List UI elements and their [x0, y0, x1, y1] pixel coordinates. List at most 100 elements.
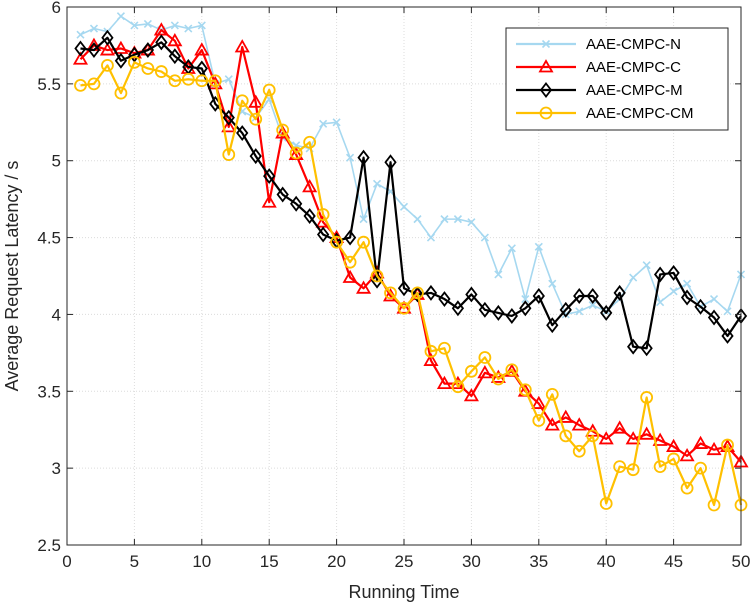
data-point [141, 42, 155, 59]
data-point [290, 195, 303, 212]
data-point [76, 30, 85, 39]
data-point [74, 40, 87, 57]
data-point [128, 46, 141, 63]
data-point [521, 294, 530, 304]
x-tick-label: 30 [462, 552, 481, 571]
data-point [548, 279, 557, 288]
legend-entry: AAE-CMPC-CM [516, 105, 694, 122]
data-point [316, 226, 330, 243]
data-point [545, 387, 559, 401]
series-aae-cmpc-cm [74, 55, 748, 512]
data-point [559, 429, 573, 443]
data-point [588, 301, 597, 310]
legend-label: AAE-CMPC-N [586, 36, 681, 53]
data-point [707, 309, 721, 326]
data-point [706, 441, 722, 456]
data-point [289, 146, 303, 160]
data-point [639, 426, 655, 440]
data-point [357, 149, 370, 166]
data-point [194, 42, 210, 56]
data-point [167, 33, 183, 47]
data-point [399, 202, 409, 211]
y-tick-label: 2.5 [37, 536, 61, 555]
x-tick-label: 0 [62, 552, 71, 571]
data-point [87, 42, 101, 59]
data-point [72, 51, 89, 65]
data-point [723, 307, 732, 316]
data-point [478, 351, 492, 364]
data-point [357, 235, 370, 249]
data-point [343, 255, 357, 269]
data-point [640, 391, 654, 404]
data-point [207, 76, 223, 90]
data-point [463, 388, 479, 402]
data-point [195, 74, 209, 88]
data-point [276, 123, 290, 137]
ticks: 0 5 10 15 20 25 30 35 40 45 50 2.5 3 3.5 4 4.5 5 5.5 6 [37, 0, 750, 571]
data-point [612, 420, 628, 434]
data-point [89, 24, 99, 33]
y-axis-title: Average Request Latency / s [2, 161, 22, 392]
data-point [114, 52, 128, 69]
data-point [154, 65, 168, 78]
data-point [438, 341, 451, 355]
data-point [707, 498, 721, 512]
data-point [656, 298, 665, 307]
y-tick-label: 4.5 [37, 229, 61, 248]
legend-swatch-marker [539, 82, 553, 98]
data-point [669, 287, 678, 296]
data-point [598, 431, 614, 445]
data-point [262, 83, 276, 97]
data-point [505, 307, 518, 324]
data-point [586, 429, 600, 443]
data-point [261, 194, 277, 208]
data-point [573, 288, 586, 304]
legend-entry: AAE-CMPC-M [516, 82, 683, 99]
data-point [303, 135, 317, 149]
data-point [438, 291, 451, 308]
data-point [667, 264, 680, 281]
legend-entry: AAE-CMPC-N [516, 36, 681, 53]
data-point [625, 431, 641, 445]
data-point [302, 179, 318, 193]
x-tick-label: 35 [529, 552, 548, 571]
data-point [626, 463, 640, 477]
y-tick-label: 5 [52, 152, 61, 171]
data-point [694, 298, 707, 315]
data-point [168, 48, 181, 65]
data-point [423, 352, 439, 366]
data-point [531, 395, 547, 409]
data-point [642, 261, 651, 270]
data-point [248, 94, 264, 108]
data-point [709, 294, 719, 304]
data-point [679, 448, 695, 462]
y-tick-label: 4 [52, 305, 61, 324]
data-point [613, 284, 626, 301]
data-point [680, 481, 694, 495]
x-tick-label: 50 [732, 552, 751, 571]
data-point [532, 414, 546, 427]
data-point [235, 94, 249, 108]
data-point [436, 375, 452, 390]
data-point [599, 497, 613, 510]
x-axis-title: Running Time [348, 582, 459, 602]
y-tick-label: 3 [52, 459, 61, 478]
data-point [426, 233, 436, 242]
data-point [101, 59, 114, 72]
data-point [467, 218, 476, 227]
data-point [316, 208, 330, 221]
data-point [546, 317, 559, 334]
data-point [101, 29, 114, 46]
data-point [384, 286, 397, 300]
data-point [224, 75, 233, 84]
data-point [453, 215, 462, 224]
x-tick-label: 10 [192, 552, 211, 571]
data-point [411, 286, 424, 303]
legend-label: AAE-CMPC-CM [586, 105, 694, 122]
data-point [222, 148, 236, 161]
data-point [721, 438, 734, 452]
data-point [721, 327, 734, 344]
data-point [127, 55, 141, 69]
